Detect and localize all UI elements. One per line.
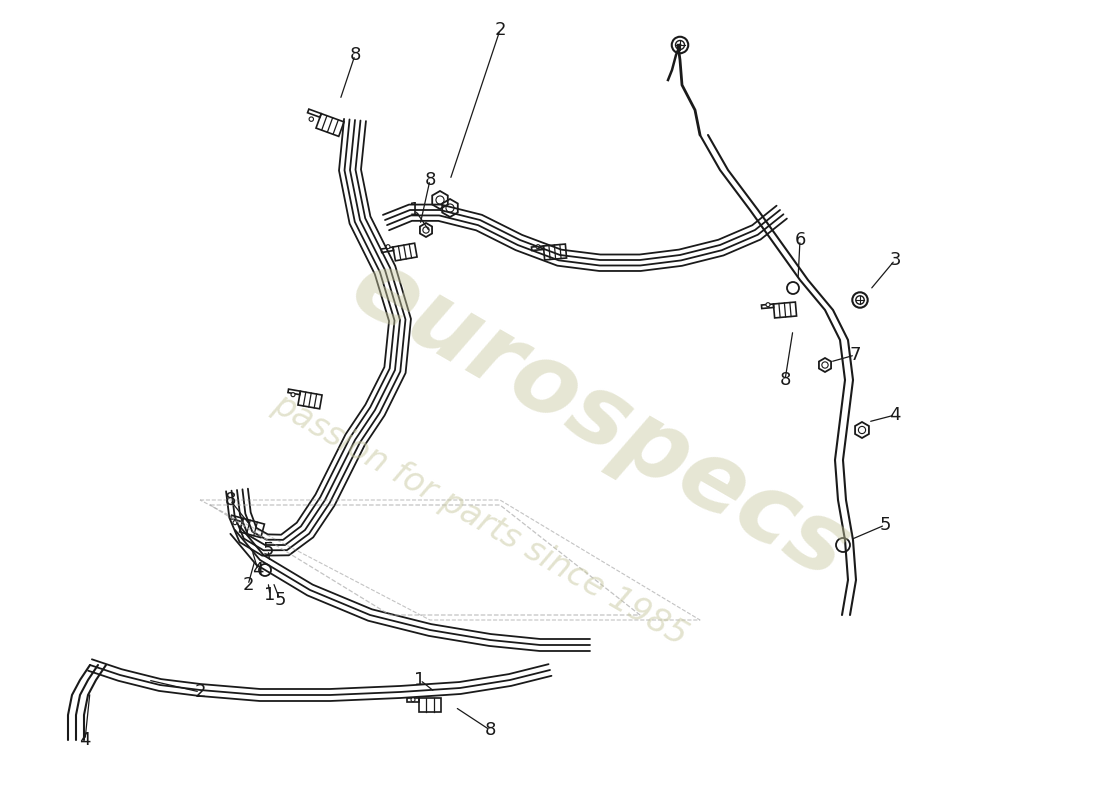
Text: 3: 3 (889, 251, 901, 269)
Text: 8: 8 (484, 721, 496, 739)
Circle shape (766, 302, 770, 306)
Text: 4: 4 (79, 731, 90, 749)
Text: 4: 4 (252, 561, 264, 579)
Text: 1: 1 (264, 586, 276, 604)
Circle shape (536, 245, 540, 249)
Text: 2: 2 (242, 576, 254, 594)
Text: 8: 8 (224, 491, 235, 509)
Text: eurospecs: eurospecs (334, 240, 866, 600)
Text: 8: 8 (425, 171, 436, 189)
Text: passion for parts since 1985: passion for parts since 1985 (267, 387, 693, 653)
Text: 5: 5 (879, 516, 891, 534)
Text: 2: 2 (195, 683, 206, 701)
Text: 4: 4 (889, 406, 901, 424)
Text: 1: 1 (415, 671, 426, 689)
Text: 5: 5 (274, 591, 286, 609)
Circle shape (309, 117, 313, 122)
Text: 6: 6 (794, 231, 805, 249)
Circle shape (411, 698, 415, 702)
Text: 5: 5 (262, 541, 274, 559)
Circle shape (386, 245, 390, 249)
Text: 8: 8 (350, 46, 361, 64)
Circle shape (233, 521, 236, 525)
Text: 1: 1 (409, 201, 420, 219)
Text: 8: 8 (779, 371, 791, 389)
Circle shape (292, 393, 295, 397)
Text: 7: 7 (849, 346, 860, 364)
Text: 2: 2 (494, 21, 506, 39)
